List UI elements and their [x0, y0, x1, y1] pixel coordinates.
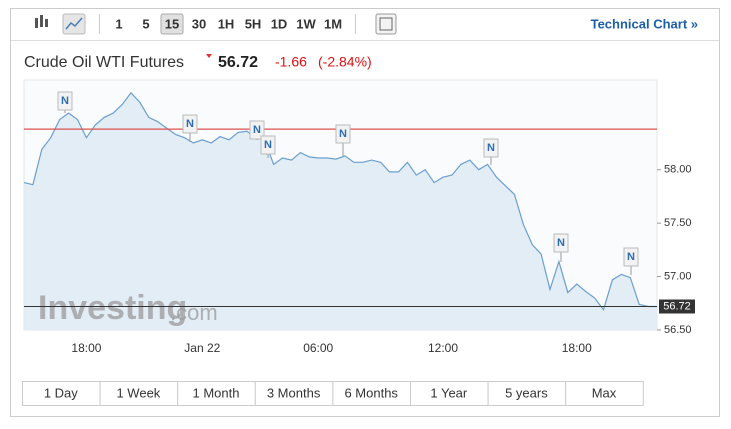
news-label: N: [627, 251, 635, 263]
news-marker[interactable]: [623, 247, 639, 267]
range-label: Max: [592, 385, 617, 400]
change: -1.66: [275, 54, 307, 70]
watermark-suffix: .com: [170, 300, 218, 325]
line-icon-glyph: [65, 17, 83, 30]
range-label: 1 Day: [44, 385, 78, 400]
range-label: 1 Month: [193, 385, 240, 400]
down-arrow: [206, 54, 212, 58]
interval-selected: [160, 13, 184, 35]
x-tick-label: 12:00: [428, 341, 458, 355]
last-price-label: 56.72: [663, 300, 691, 312]
news-label: N: [186, 118, 194, 130]
price: 56.72: [218, 54, 258, 71]
range-button[interactable]: [254, 381, 334, 406]
watermark-brand: Investing: [38, 289, 187, 327]
range-button[interactable]: [565, 381, 644, 406]
range-button[interactable]: [22, 381, 101, 406]
range-label: 3 Months: [267, 385, 321, 400]
interval-button[interactable]: 1H: [218, 16, 235, 31]
last-price-box: [659, 299, 695, 314]
range-button[interactable]: [410, 381, 489, 406]
news-label: N: [487, 142, 495, 154]
range-label: 5 years: [505, 385, 548, 400]
interval-button[interactable]: 5: [142, 16, 149, 31]
news-marker[interactable]: [553, 233, 569, 253]
interval-button[interactable]: 1D: [271, 16, 288, 31]
interval-button[interactable]: 5H: [245, 16, 262, 31]
x-tick-label: 18:00: [562, 341, 592, 355]
y-tick-label: 57.00: [664, 270, 692, 282]
y-tick-label: 56.50: [664, 324, 692, 336]
interval-button[interactable]: 1: [115, 16, 122, 31]
price-line: [23, 91, 657, 312]
interval-button[interactable]: 1W: [296, 16, 316, 31]
range-button[interactable]: [177, 381, 256, 406]
range-label: 1 Year: [430, 385, 468, 400]
settings-icon-glyph: [379, 17, 393, 31]
instrument-title: Crude Oil WTI Futures: [24, 54, 184, 71]
y-tick-label: 58.00: [664, 164, 692, 176]
news-label: N: [61, 95, 69, 107]
news-label: N: [557, 237, 565, 249]
news-marker[interactable]: [260, 135, 276, 155]
news-label: N: [264, 139, 272, 151]
news-marker[interactable]: [483, 138, 499, 158]
candle-icon[interactable]: [35, 15, 48, 28]
range-button[interactable]: [487, 381, 567, 406]
news-label: N: [339, 128, 347, 140]
x-tick-label: 18:00: [71, 341, 101, 355]
range-button[interactable]: [332, 381, 411, 406]
news-marker[interactable]: [57, 91, 73, 111]
x-tick-label: 06:00: [303, 341, 333, 355]
interval-button[interactable]: 1M: [324, 16, 342, 31]
y-tick-label: 57.50: [664, 217, 692, 229]
range-label: 6 Months: [344, 385, 398, 400]
x-tick-label: Jan 22: [184, 341, 220, 355]
news-label: N: [253, 124, 261, 136]
change-percent: (-2.84%): [318, 54, 372, 70]
range-label: 1 Week: [116, 385, 160, 400]
news-marker[interactable]: [182, 114, 198, 134]
news-marker[interactable]: [249, 120, 265, 140]
interval-button[interactable]: 15: [165, 16, 179, 31]
interval-button[interactable]: 30: [192, 16, 206, 31]
area: [24, 92, 657, 330]
news-marker[interactable]: [335, 124, 351, 144]
technical-chart-link[interactable]: Technical Chart »: [591, 16, 698, 31]
settings-icon[interactable]: [375, 13, 397, 35]
line-icon[interactable]: [62, 13, 86, 35]
